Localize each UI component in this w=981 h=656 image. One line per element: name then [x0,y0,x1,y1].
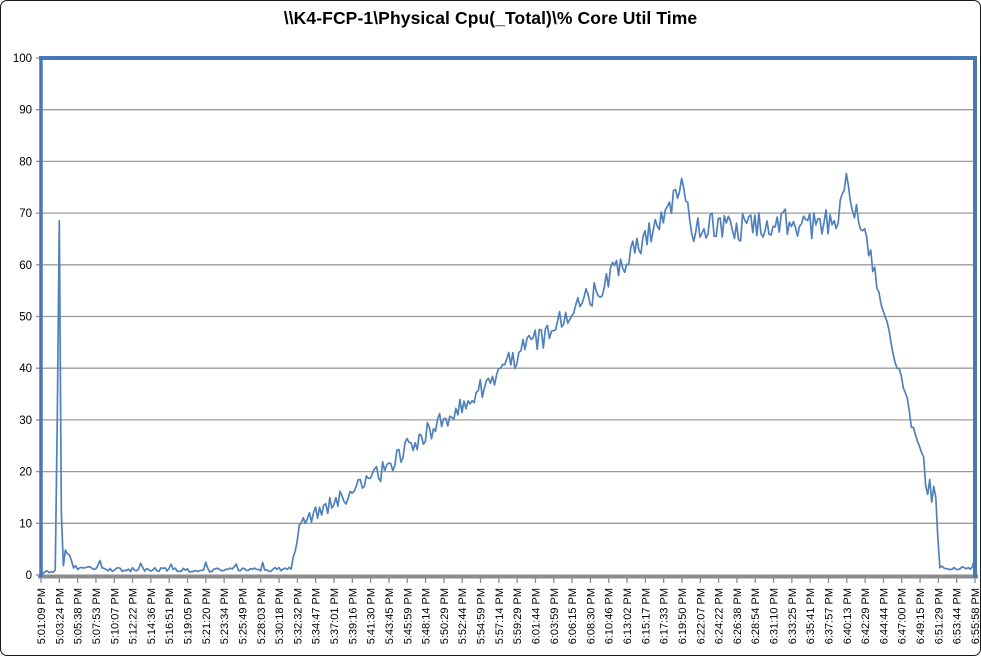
x-axis-label: 6:10:46 PM [604,588,616,644]
y-axis-label: 50 [19,312,32,324]
x-axis-label: 5:05:38 PM [73,588,85,644]
x-axis-label: 5:30:18 PM [274,588,286,644]
x-axis-label: 5:39:16 PM [347,588,359,644]
y-axis-label: 80 [19,156,32,168]
x-axis-label: 5:43:45 PM [384,588,396,644]
x-axis-label: 5:41:30 PM [366,588,378,644]
x-axis-label: 5:34:47 PM [311,588,323,644]
x-axis-label: 6:42:29 PM [860,588,872,644]
x-axis-label: 5:48:14 PM [421,588,433,644]
series-line [40,172,976,575]
x-axis-label: 6:55:58 PM [970,588,980,644]
x-axis-label: 5:14:36 PM [146,588,158,644]
x-axis-label: 6:33:25 PM [787,588,799,644]
x-axis-label: 5:03:24 PM [54,588,66,644]
x-axis-label: 5:45:59 PM [402,588,414,644]
x-axis-label: 5:25:49 PM [237,588,249,644]
x-axis-label: 6:44:44 PM [878,588,890,644]
y-axis-label: 90 [19,105,32,117]
y-axis-label: 100 [13,53,32,65]
x-axis-label: 6:19:50 PM [677,588,689,644]
y-axis-label: 70 [19,208,32,220]
x-axis-label: 6:49:15 PM [915,588,927,644]
x-axis-label: 6:06:15 PM [567,588,579,644]
x-axis-label: 6:28:54 PM [750,588,762,644]
x-axis-label: 5:07:53 PM [91,588,103,644]
y-axis-label: 20 [19,467,32,479]
x-axis-label: 5:10:07 PM [109,588,121,644]
x-axis-label: 5:19:05 PM [183,588,195,644]
x-axis-label: 6:51:29 PM [933,588,945,644]
x-axis-label: 5:54:59 PM [476,588,488,644]
y-axis-label: 40 [19,363,32,375]
y-axis-label: 60 [19,260,32,272]
x-axis-label: 6:40:13 PM [842,588,854,644]
x-axis-label: 5:21:20 PM [201,588,213,644]
y-axis-label: 0 [26,570,32,582]
x-axis-label: 6:13:02 PM [622,588,634,644]
x-axis-label: 5:12:22 PM [128,588,140,644]
x-axis-label: 6:53:44 PM [952,588,964,644]
x-axis-label: 5:50:29 PM [439,588,451,644]
x-axis-label: 6:17:33 PM [659,588,671,644]
x-axis-label: 6:03:59 PM [549,588,561,644]
x-axis-label: 6:47:00 PM [897,588,909,644]
x-axis-label: 5:16:51 PM [164,588,176,644]
x-axis-label: 5:23:34 PM [219,588,231,644]
x-axis-label: 5:57:14 PM [494,588,506,644]
x-axis-label: 5:59:29 PM [512,588,524,644]
x-axis-label: 5:52:44 PM [457,588,469,644]
x-axis-label: 5:37:01 PM [329,588,341,644]
x-axis-label: 6:01:44 PM [530,588,542,644]
x-axis-label: 6:24:22 PM [714,588,726,644]
y-axis-label: 30 [19,415,32,427]
x-axis-label: 6:35:41 PM [805,588,817,644]
x-axis-label: 5:28:03 PM [256,588,268,644]
x-axis-label: 6:15:17 PM [640,588,652,644]
x-axis-label: 5:32:32 PM [292,588,304,644]
x-axis-label: 5:01:09 PM [36,588,48,644]
x-axis-label: 6:31:10 PM [769,588,781,644]
x-axis-label: 6:22:07 PM [695,588,707,644]
x-axis-label: 6:26:38 PM [732,588,744,644]
x-axis-label: 6:37:57 PM [823,588,835,644]
y-axis-label: 10 [19,518,32,530]
x-axis-label: 6:08:30 PM [585,588,597,644]
